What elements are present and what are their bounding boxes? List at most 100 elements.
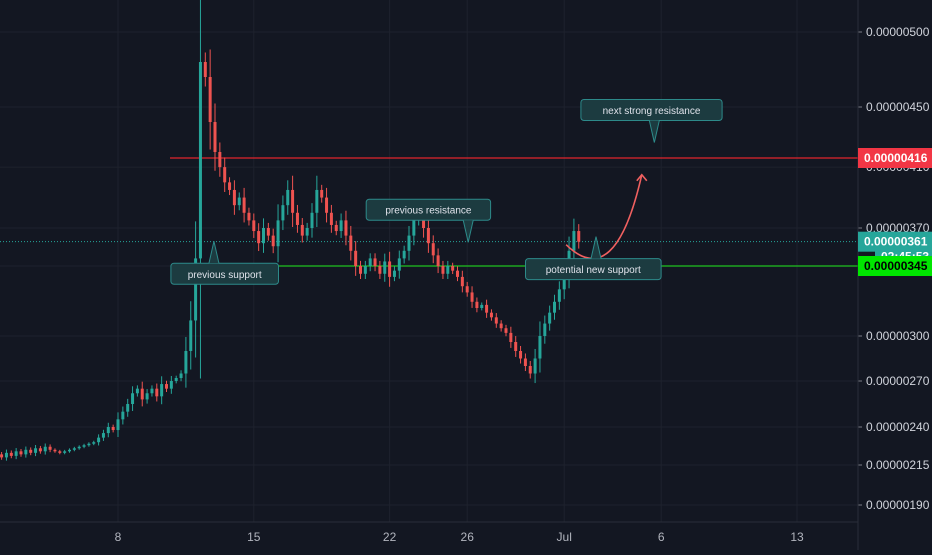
candle-body — [198, 62, 202, 259]
candle-body — [4, 452, 8, 458]
candle-body — [24, 449, 28, 455]
candle-body — [446, 266, 450, 274]
annotation-pointer — [462, 220, 474, 243]
candle-body — [470, 292, 474, 302]
candle-body — [155, 388, 159, 397]
annotations: previous support previous resistance poten… — [170, 99, 723, 285]
candle-body — [305, 228, 309, 236]
y-tick-label: 0.00000240 — [866, 420, 930, 434]
y-tick-label: 0.00000270 — [866, 374, 930, 388]
candle-body — [310, 212, 314, 228]
x-tick-label: 26 — [461, 530, 475, 544]
candle-body — [121, 411, 125, 420]
candle-body — [451, 266, 455, 271]
candle-body — [339, 220, 343, 232]
projection-curve — [565, 174, 643, 260]
candle-body — [286, 189, 290, 206]
annotation-box — [170, 262, 279, 285]
candle-body — [489, 312, 493, 318]
candle-body — [354, 250, 358, 266]
candle-body — [320, 189, 324, 198]
annotation-pointer — [208, 241, 220, 264]
candle-body — [19, 451, 23, 455]
candle-body — [34, 448, 38, 453]
price-badge-label: 0.00000361 — [864, 235, 928, 249]
y-tick-label: 0.00000215 — [866, 458, 930, 472]
candle-body — [160, 384, 164, 397]
candle-body — [359, 266, 362, 274]
candle-body — [392, 270, 396, 277]
annotation-pointer — [648, 120, 660, 143]
price-badge-label: 0.00000416 — [864, 151, 928, 165]
grid — [0, 0, 858, 522]
candle-body — [557, 289, 561, 302]
candle-body — [325, 197, 329, 213]
candle-body — [397, 258, 401, 271]
candle-body — [334, 224, 338, 232]
candle-body — [383, 261, 387, 274]
candle-body — [538, 336, 542, 359]
candle-body — [465, 286, 469, 293]
candle-body — [548, 312, 552, 324]
candle-body — [475, 301, 479, 308]
candle-body — [412, 220, 416, 236]
candle-body — [247, 212, 251, 221]
candle-body — [271, 235, 275, 247]
candle-body — [208, 77, 212, 122]
candle-body — [480, 304, 484, 308]
projection-arrowhead — [636, 173, 648, 182]
candle-body — [0, 454, 4, 458]
projection — [565, 173, 648, 260]
candle-body — [189, 320, 193, 351]
y-tick-label: 0.00000500 — [866, 25, 930, 39]
annotation-label: previous support — [188, 270, 262, 281]
annotation-label: potential new support — [546, 265, 641, 276]
price-badge-label: 0.00000345 — [864, 259, 928, 273]
candle-body — [194, 258, 198, 321]
candle-body — [276, 220, 280, 247]
candle-body — [456, 270, 459, 277]
candle-body — [533, 358, 537, 374]
x-tick-label: 13 — [790, 530, 804, 544]
candle-body — [92, 442, 96, 444]
candle-body — [281, 205, 285, 221]
annotation-box — [365, 198, 492, 221]
candle-body — [509, 332, 513, 342]
annotation-label: next strong resistance — [603, 106, 701, 117]
candle-body — [106, 427, 110, 434]
y-tick-label: 0.00000190 — [866, 498, 930, 512]
y-tick-label: 0.00000370 — [866, 221, 930, 235]
candle-body — [169, 381, 173, 389]
candle-body — [218, 152, 222, 168]
x-tick-label: 8 — [115, 530, 122, 544]
x-tick-label: Jul — [557, 530, 572, 544]
candle-body — [329, 212, 333, 225]
candle-body — [528, 366, 532, 374]
candle-body — [63, 451, 67, 453]
candle-body — [223, 167, 227, 183]
candle-body — [543, 323, 547, 336]
candle-body — [519, 351, 523, 359]
candle-body — [29, 449, 33, 453]
candle-body — [135, 388, 139, 394]
candle-body — [126, 404, 130, 412]
candle-body — [232, 189, 236, 206]
candle-body — [58, 451, 62, 453]
x-tick-label: 22 — [383, 530, 397, 544]
candle-body — [402, 250, 406, 259]
candle-body — [577, 231, 581, 242]
candle-body — [378, 266, 382, 274]
candle-body — [266, 228, 270, 236]
x-tick-label: 6 — [658, 530, 665, 544]
candle-body — [363, 266, 367, 274]
candle-body — [523, 358, 527, 366]
candle-body — [553, 301, 556, 313]
candle-body — [407, 235, 411, 251]
candle-body — [9, 452, 13, 456]
candle-body — [53, 449, 57, 452]
candle-body — [48, 446, 52, 450]
candle-body — [388, 261, 392, 277]
